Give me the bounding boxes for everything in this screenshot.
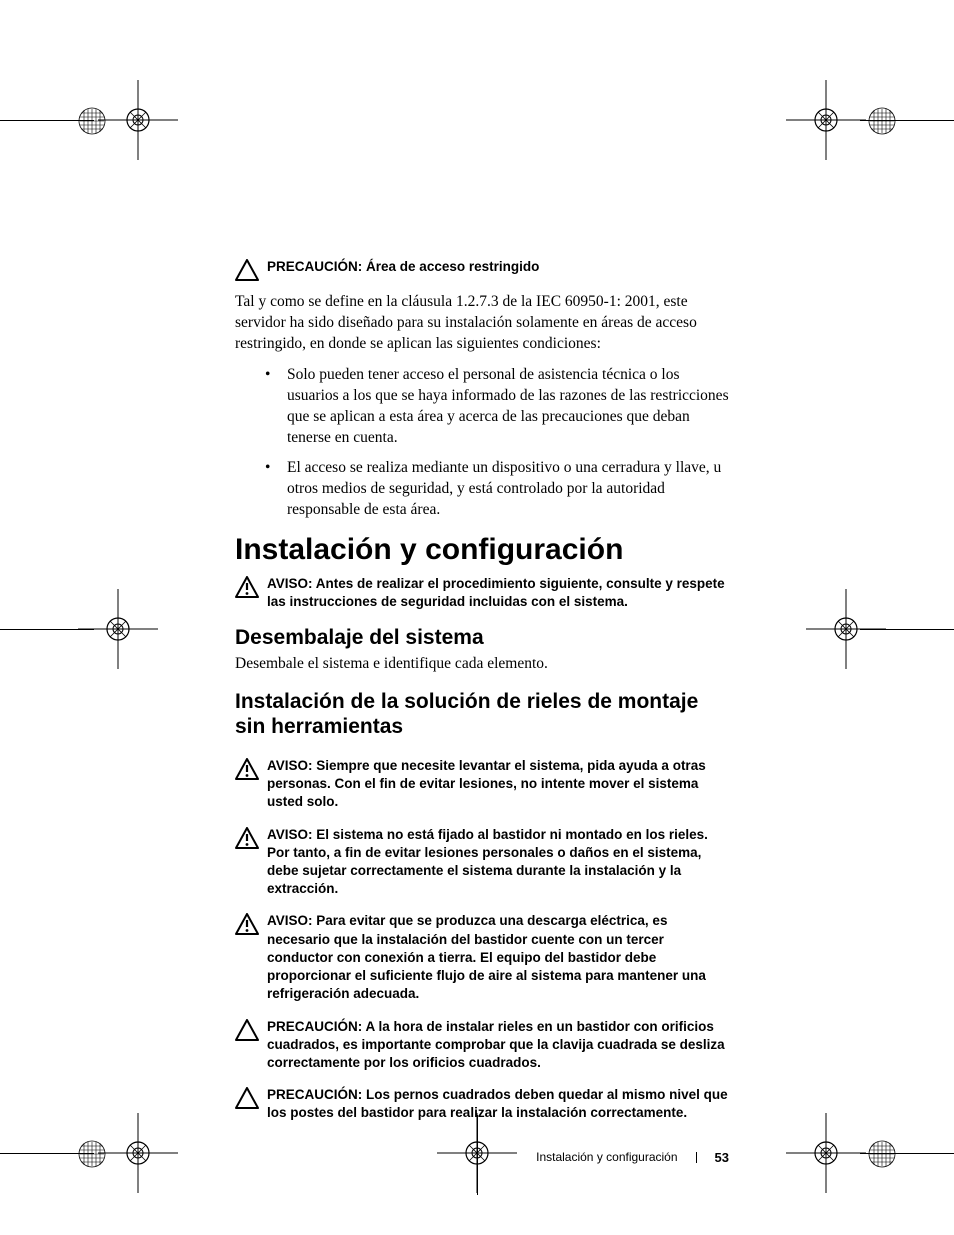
aviso-ground: AVISO: Para evitar que se produzca una d… — [235, 912, 729, 1003]
heading-unpack: Desembalaje del sistema — [235, 626, 729, 650]
aviso-text: AVISO: El sistema no está fijado al bast… — [267, 826, 729, 899]
registration-mark-icon — [806, 589, 886, 669]
printer-ball-icon — [868, 107, 896, 135]
registration-mark-icon — [98, 80, 178, 160]
caution-text: PRECAUCIÓN: A la hora de instalar rieles… — [267, 1018, 729, 1073]
printer-ball-icon — [868, 1140, 896, 1168]
warning-triangle-icon — [235, 758, 261, 785]
caution-square-bolts: PRECAUCIÓN: Los pernos cuadrados deben q… — [235, 1086, 729, 1122]
page-body: PRECAUCIÓN: Área de acceso restringido T… — [235, 258, 729, 1137]
footer-separator — [696, 1152, 697, 1163]
caution-triangle-icon — [235, 259, 261, 286]
warning-triangle-icon — [235, 576, 261, 603]
caution-restricted-area: PRECAUCIÓN: Área de acceso restringido — [235, 258, 729, 286]
unpack-text: Desembale el sistema e identifique cada … — [235, 654, 729, 675]
heading-rails: Instalación de la solución de rieles de … — [235, 689, 729, 739]
aviso-lift: AVISO: Siempre que necesite levantar el … — [235, 757, 729, 812]
caution-triangle-icon — [235, 1019, 261, 1046]
caution-text: PRECAUCIÓN: Área de acceso restringido — [267, 258, 539, 276]
caution-text: PRECAUCIÓN: Los pernos cuadrados deben q… — [267, 1086, 729, 1122]
registration-mark-icon — [78, 589, 158, 669]
footer-page-number: 53 — [715, 1150, 729, 1165]
heading-installation: Instalación y configuración — [235, 533, 729, 567]
aviso-text: AVISO: Antes de realizar el procedimient… — [267, 575, 729, 611]
registration-mark-icon — [786, 1113, 866, 1193]
registration-mark-icon — [786, 80, 866, 160]
bullet-item: El acceso se realiza mediante un disposi… — [265, 458, 729, 521]
registration-mark-icon — [98, 1113, 178, 1193]
warning-triangle-icon — [235, 913, 261, 940]
aviso-not-fixed: AVISO: El sistema no está fijado al bast… — [235, 826, 729, 899]
footer-section: Instalación y configuración — [536, 1150, 677, 1164]
intro-paragraph: Tal y como se define en la cláusula 1.2.… — [235, 292, 729, 355]
caution-square-holes: PRECAUCIÓN: A la hora de instalar rieles… — [235, 1018, 729, 1073]
page-footer: Instalación y configuración 53 — [536, 1150, 729, 1165]
aviso-text: AVISO: Siempre que necesite levantar el … — [267, 757, 729, 812]
aviso-main: AVISO: Antes de realizar el procedimient… — [235, 575, 729, 611]
restriction-bullets: Solo pueden tener acceso el personal de … — [235, 365, 729, 521]
bullet-item: Solo pueden tener acceso el personal de … — [265, 365, 729, 449]
caution-triangle-icon — [235, 1087, 261, 1114]
warning-triangle-icon — [235, 827, 261, 854]
aviso-text: AVISO: Para evitar que se produzca una d… — [267, 912, 729, 1003]
